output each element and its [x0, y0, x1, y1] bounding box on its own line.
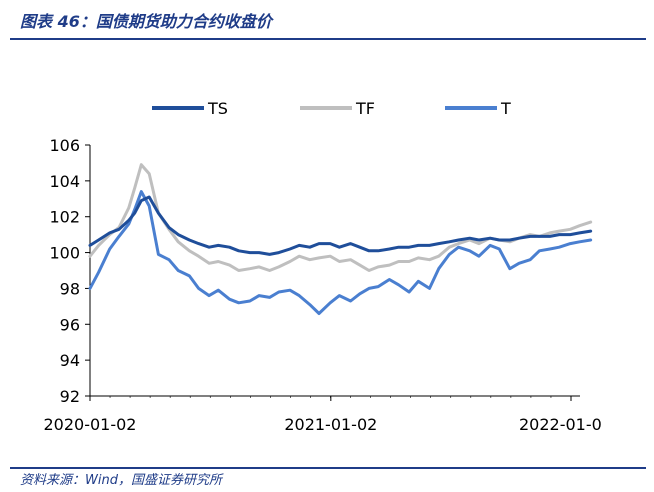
y-tick-label: 94: [60, 351, 80, 370]
series-line-t: [88, 190, 593, 315]
y-tick-label: 100: [49, 244, 80, 263]
y-tick-label: 102: [49, 208, 80, 227]
series-line-ts: [88, 195, 593, 256]
y-tick-label: 92: [60, 387, 80, 406]
x-tick-label: 2022-01-0: [519, 415, 602, 434]
line-chart: 92 94 96 98 100 102 104 106 2020-01-02 2021-01-02…: [44, 99, 602, 434]
x-tick-label: 2021-01-02: [284, 415, 377, 434]
figure-title: 图表 46：国债期货助力合约收盘价: [20, 12, 272, 31]
source-divider: [10, 467, 646, 469]
title-divider: [10, 38, 646, 40]
y-tick-label: 106: [49, 136, 80, 155]
legend-label-t: T: [500, 99, 511, 118]
x-tick-label: 2020-01-02: [44, 415, 137, 434]
legend-label-tf: TF: [355, 99, 375, 118]
y-tick-label: 104: [49, 172, 80, 191]
series-line-tf: [88, 163, 593, 272]
legend-label-ts: TS: [207, 99, 228, 118]
y-tick-label: 98: [60, 279, 80, 298]
title-bar: 图表 46：国债期货助力合约收盘价: [0, 0, 654, 40]
source-note: 资料来源：Wind，国盛证券研究所: [20, 473, 222, 488]
y-tick-label: 96: [60, 315, 80, 334]
